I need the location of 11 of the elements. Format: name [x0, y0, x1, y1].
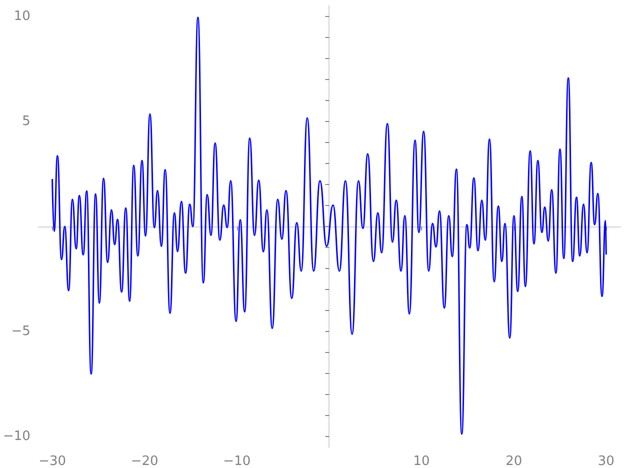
line-series — [52, 16, 607, 435]
x-tick-label: 20 — [506, 454, 522, 468]
x-tick-label: 30 — [598, 454, 614, 468]
x-tick-label: −30 — [38, 454, 66, 468]
x-tick-label: −10 — [223, 454, 251, 468]
x-tick-label: 10 — [413, 454, 430, 468]
y-tick-label: −10 — [2, 429, 30, 444]
x-tick-label: −20 — [130, 454, 158, 468]
y-tick-label: 10 — [14, 9, 30, 24]
y-tick-label: 5 — [22, 114, 30, 129]
y-tick-label: −5 — [11, 324, 30, 339]
